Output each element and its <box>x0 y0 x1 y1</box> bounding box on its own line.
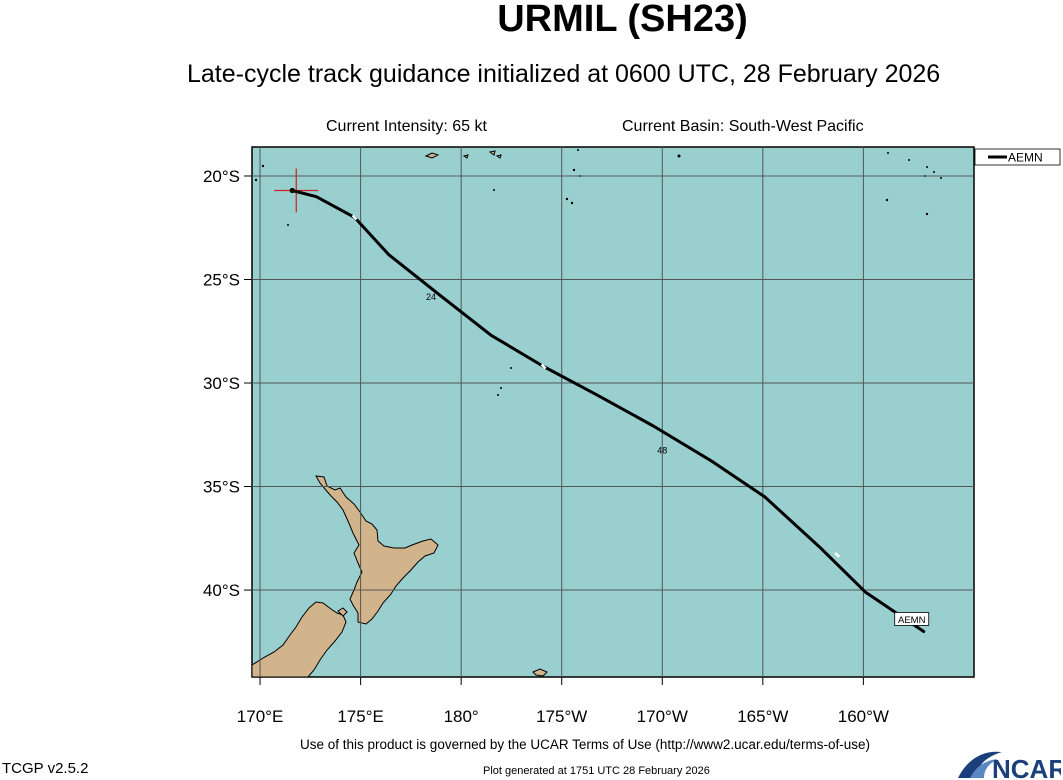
current-intensity: Current Intensity: 65 kt <box>326 118 487 135</box>
current-basin: Current Basin: South-West Pacific <box>622 118 864 135</box>
y-tick-label: 35°S <box>203 478 240 497</box>
legend: AEMN <box>974 148 1061 166</box>
track-time-marker <box>351 214 358 221</box>
ncar-logo-swoosh-inner <box>970 759 998 778</box>
x-tick-label: 175°W <box>536 707 587 726</box>
version-label: TCGP v2.5.2 <box>2 760 89 777</box>
track-line-aemn <box>290 189 926 633</box>
chatham-island <box>532 668 548 677</box>
x-tick-label: 165°W <box>737 707 788 726</box>
track-series: 24 48 AEMN <box>289 187 930 633</box>
track-time-marker <box>540 363 547 370</box>
y-axis-ticks: 20°S 25°S 30°S 35°S 40°S <box>203 167 252 600</box>
track-end-label-box <box>894 612 930 626</box>
legend-label-aemn: AEMN <box>1008 151 1043 165</box>
x-tick-label: 160°W <box>838 707 889 726</box>
x-tick-label: 170°W <box>637 707 688 726</box>
small-islands <box>254 149 942 396</box>
ncar-logo-text: NCAR <box>992 754 1061 780</box>
x-tick-label: 175°E <box>337 707 384 726</box>
legend-box <box>974 148 1061 166</box>
ncar-logo-swoosh <box>958 751 1002 778</box>
track-end-label: AEMN <box>898 615 926 626</box>
track-hour-label: 48 <box>657 445 667 455</box>
track-start-point <box>289 187 295 194</box>
y-tick-label: 30°S <box>203 374 240 393</box>
fiji-islands <box>424 150 502 159</box>
y-tick-label: 25°S <box>203 271 240 290</box>
grid <box>252 147 974 677</box>
y-tick-label: 40°S <box>203 581 240 600</box>
x-tick-label: 180° <box>444 707 479 726</box>
land-layer <box>251 149 942 678</box>
chart-subtitle: Late-cycle track guidance initialized at… <box>187 60 941 88</box>
y-tick-label: 20°S <box>203 167 240 186</box>
track-time-marker <box>834 551 841 558</box>
new-zealand-south-island <box>251 601 347 678</box>
new-zealand-north-island <box>315 475 439 625</box>
track-hour-label: 24 <box>426 292 436 302</box>
chart-title: URMIL (SH23) <box>497 0 748 40</box>
x-tick-label: 170°E <box>237 707 284 726</box>
terms-of-use: Use of this product is governed by the U… <box>300 737 870 752</box>
ncar-logo: NCAR <box>958 751 1061 780</box>
new-zealand-d-urville-island <box>337 607 348 617</box>
plot-generated-time: Plot generated at 1751 UTC 28 February 2… <box>483 765 710 777</box>
x-axis-ticks: 170°E 175°E 180° 175°W 170°W 165°W 160°W <box>237 677 889 726</box>
